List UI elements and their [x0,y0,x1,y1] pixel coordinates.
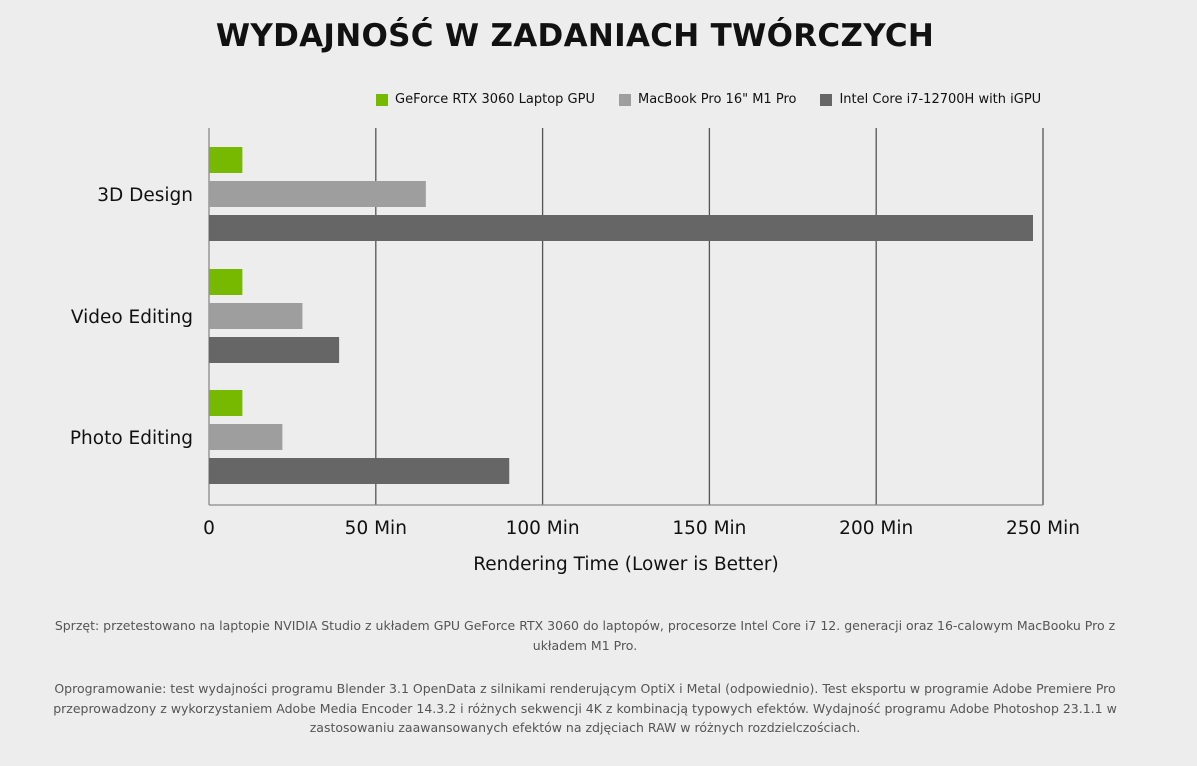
legend-label-series-3: Intel Core i7-12700H with iGPU [839,92,1042,107]
x-tick-label-0: 0 [203,518,215,539]
bar-3d-design-series-3 [209,215,1033,241]
footnote-software: Oprogramowanie: test wydajności programu… [53,681,1117,735]
x-tick-label-250: 250 Min [1006,518,1080,539]
chart-title: WYDAJNOŚĆ W ZADANIACH TWÓRCZYCH [215,18,935,54]
category-label-video-editing: Video Editing [71,307,193,328]
bar-photo-editing-series-3 [209,458,510,484]
category-label-photo-editing: Photo Editing [70,428,193,449]
category-label-3d-design: 3D Design [97,185,193,206]
x-tick-label-200: 200 Min [839,518,913,539]
legend-item-series-1: GeForce RTX 3060 Laptop GPU [376,92,595,107]
bar-3d-design-series-1 [209,147,243,173]
bar-photo-editing-series-2 [209,424,283,450]
legend-item-series-2: MacBook Pro 16" M1 Pro [618,92,797,107]
bar-video-editing-series-2 [209,303,303,329]
x-tick-label-50: 50 Min [345,518,407,539]
bar-photo-editing-series-1 [209,390,243,416]
legend-swatch-series-2 [618,93,631,106]
bar-3d-design-series-2 [209,181,426,207]
bar-chart: 3D Design Video Editing Photo Editing 0 50 M… [70,128,1080,575]
x-tick-label-150: 150 Min [672,518,746,539]
legend-swatch-series-1 [376,93,388,106]
x-tick-label-100: 100 Min [506,518,580,539]
chart-legend: GeForce RTX 3060 Laptop GPU MacBook Pro … [376,92,1041,107]
x-axis-title: Rendering Time (Lower is Better) [473,554,778,575]
legend-item-series-3: Intel Core i7-12700H with iGPU [820,92,1041,107]
legend-label-series-1: GeForce RTX 3060 Laptop GPU [395,92,595,107]
bar-video-editing-series-3 [209,337,340,363]
legend-swatch-series-3 [820,93,833,106]
bar-video-editing-series-1 [209,269,243,295]
legend-label-series-2: MacBook Pro 16" M1 Pro [637,92,797,107]
footnote-hardware: Sprzęt: przetestowano na laptopie NVIDIA… [54,618,1116,653]
